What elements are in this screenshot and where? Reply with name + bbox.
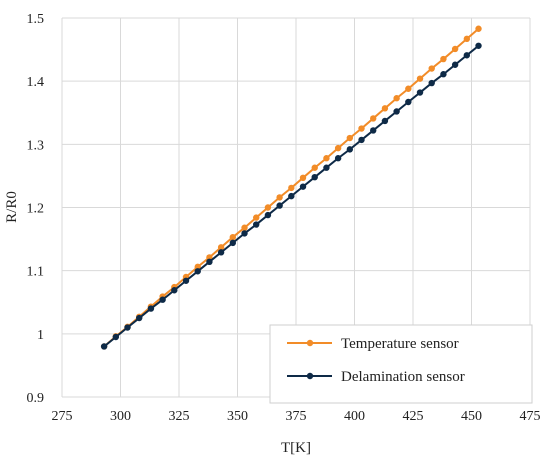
- data-point-temperature: [206, 254, 213, 261]
- data-point-delamination: [405, 98, 412, 106]
- data-point-temperature: [323, 155, 330, 162]
- data-point-delamination: [100, 343, 108, 350]
- data-point-delamination: [241, 230, 248, 237]
- x-tick-label: 325: [169, 409, 190, 424]
- data-point-temperature: [253, 214, 260, 221]
- data-point-delamination: [206, 258, 213, 266]
- x-tick-label: 425: [403, 409, 424, 424]
- data-point-temperature: [276, 194, 283, 201]
- data-point-temperature: [370, 115, 377, 122]
- data-point-delamination: [358, 136, 365, 144]
- data-point-delamination: [253, 221, 260, 228]
- y-tick-label: 1.2: [27, 202, 45, 217]
- data-point-delamination: [463, 52, 471, 59]
- x-axis-ticks: 275 300 325 350 375 400 425 450 475: [52, 409, 541, 424]
- data-point-temperature: [393, 95, 400, 102]
- x-tick-label: 400: [344, 409, 365, 424]
- legend-marker-temperature: [306, 339, 314, 347]
- data-point-delamination: [393, 108, 400, 115]
- data-point-delamination: [299, 183, 307, 190]
- y-tick-label: 0.9: [27, 391, 45, 406]
- data-point-delamination: [370, 127, 377, 134]
- data-point-temperature: [241, 224, 248, 231]
- x-tick-label: 350: [227, 409, 248, 424]
- x-tick-label: 300: [110, 409, 131, 424]
- data-point-delamination: [112, 333, 120, 341]
- grid: [61, 17, 531, 398]
- data-point-temperature: [440, 55, 447, 63]
- y-axis-title: R/R0: [4, 191, 20, 223]
- data-point-temperature: [194, 263, 201, 271]
- legend: Temperature sensor Delamination sensor: [269, 324, 533, 404]
- y-tick-label: 1.3: [27, 138, 45, 153]
- legend-marker-delamination: [306, 372, 314, 380]
- y-tick-label: 1.4: [27, 75, 45, 90]
- data-point-delamination: [124, 324, 131, 331]
- data-point-delamination: [428, 79, 435, 87]
- data-point-delamination: [440, 71, 447, 78]
- data-point-delamination: [323, 164, 330, 171]
- legend-label-delamination: Delamination sensor: [341, 369, 465, 385]
- data-point-temperature: [475, 25, 482, 32]
- data-point-temperature: [229, 233, 237, 241]
- y-axis-ticks: 0.9 1 1.1 1.2 1.3 1.4 1.5: [27, 12, 45, 406]
- data-point-delamination: [475, 42, 482, 49]
- legend-box: [269, 324, 533, 404]
- x-tick-label: 475: [520, 409, 541, 424]
- y-tick-label: 1.1: [27, 265, 45, 280]
- data-point-temperature: [463, 35, 471, 43]
- data-point-temperature: [311, 164, 318, 171]
- data-point-delamination: [229, 239, 237, 247]
- data-point-delamination: [311, 173, 318, 181]
- x-axis-title: T[K]: [281, 440, 311, 456]
- data-point-temperature: [405, 85, 412, 92]
- data-point-delamination: [217, 249, 225, 256]
- data-point-delamination: [416, 89, 424, 96]
- y-tick-label: 1.5: [27, 12, 45, 27]
- data-point-temperature: [334, 144, 342, 152]
- data-point-temperature: [358, 125, 365, 132]
- data-point-temperature: [416, 75, 424, 82]
- data-point-delamination: [194, 268, 201, 275]
- data-point-delamination: [159, 296, 166, 303]
- data-point-temperature: [217, 244, 225, 251]
- data-point-temperature: [381, 105, 389, 112]
- data-point-delamination: [451, 61, 459, 68]
- data-point-temperature: [428, 65, 435, 72]
- data-point-temperature: [288, 184, 295, 192]
- data-point-temperature: [451, 45, 459, 53]
- data-point-delamination: [147, 305, 155, 312]
- data-point-delamination: [334, 155, 342, 162]
- series-layer: [100, 25, 482, 350]
- data-point-temperature: [346, 134, 354, 142]
- data-point-delamination: [288, 192, 295, 200]
- data-point-delamination: [276, 202, 283, 209]
- data-point-delamination: [381, 117, 389, 125]
- y-tick-label: 1: [37, 328, 44, 343]
- data-point-delamination: [264, 211, 272, 219]
- series-delamination: [100, 42, 482, 350]
- x-tick-label: 275: [52, 409, 73, 424]
- data-point-delamination: [182, 277, 190, 284]
- data-point-delamination: [171, 287, 178, 294]
- series-temperature: [100, 25, 482, 350]
- legend-label-temperature: Temperature sensor: [341, 336, 459, 352]
- data-point-delamination: [346, 146, 354, 153]
- data-point-temperature: [299, 174, 307, 182]
- x-tick-label: 375: [286, 409, 307, 424]
- x-tick-label: 450: [461, 409, 482, 424]
- data-point-temperature: [264, 204, 272, 211]
- data-point-delamination: [136, 314, 143, 322]
